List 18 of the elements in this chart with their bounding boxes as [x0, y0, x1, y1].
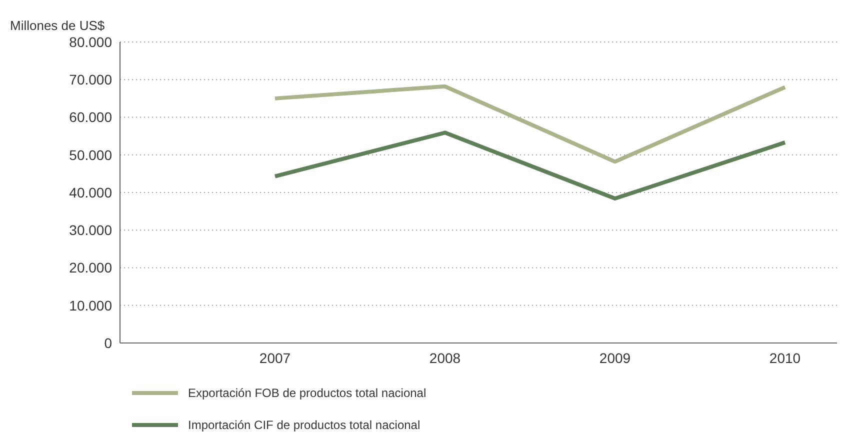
- x-tick-label: 2008: [429, 350, 461, 366]
- x-tick-label: 2009: [599, 350, 631, 366]
- y-tick-label: 60.000: [69, 109, 112, 126]
- y-tick-label: 80.000: [69, 34, 112, 50]
- y-tick-label: 40.000: [69, 184, 112, 200]
- x-tick-label: 2010: [769, 350, 801, 366]
- y-axis-title: Millones de US$: [10, 18, 106, 33]
- y-tick-label: 0: [104, 334, 112, 351]
- y-tick-label: 30.000: [69, 222, 112, 238]
- line-series: [273, 130, 787, 201]
- y-tick-label: 20.000: [69, 260, 112, 276]
- x-tick-label: 2007: [259, 350, 291, 366]
- y-tick-label: 50.000: [69, 146, 112, 163]
- line-series: [273, 84, 787, 164]
- legend-label: Importación CIF de productos total nacional: [188, 418, 420, 432]
- y-tick-label: 10.000: [69, 297, 112, 314]
- y-tick-label: 70.000: [69, 72, 112, 88]
- legend-label: Exportación FOB de productos total nacional: [188, 386, 426, 400]
